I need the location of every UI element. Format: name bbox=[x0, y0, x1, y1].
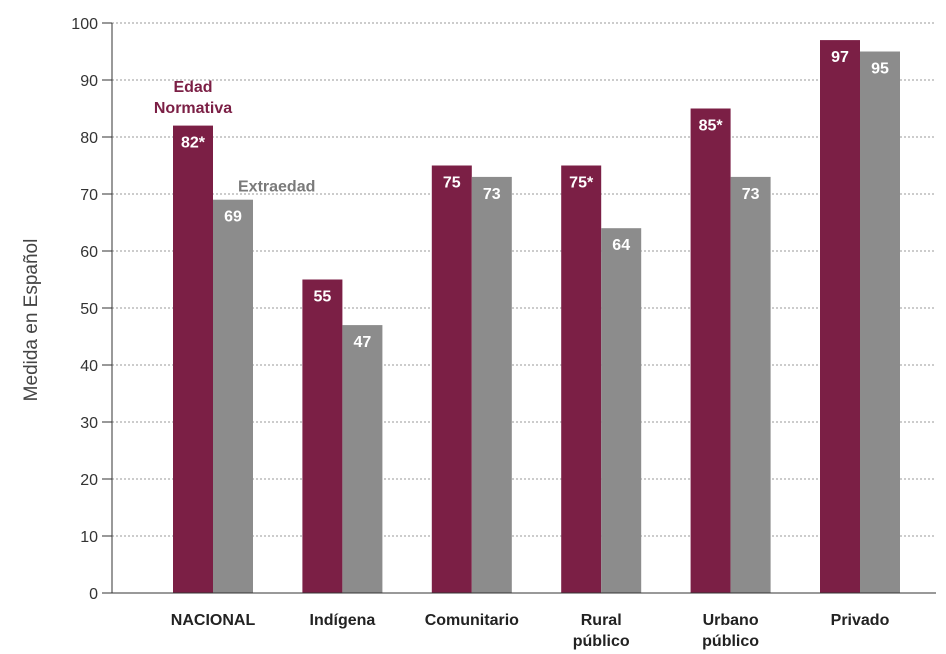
x-axis: NACIONAL Indígena Comunitario Rural públicoU… bbox=[112, 592, 936, 650]
y-tick-label: 100 bbox=[71, 16, 98, 33]
x-tick-label-line: público bbox=[573, 633, 630, 650]
data-label: 82* bbox=[181, 135, 206, 152]
legend-label-extraedad: Extraedad bbox=[238, 179, 315, 196]
data-label: 75* bbox=[569, 175, 594, 192]
data-label: 69 bbox=[224, 209, 242, 226]
x-tick-label: Privado bbox=[831, 612, 890, 629]
bar bbox=[690, 108, 731, 593]
bar bbox=[302, 279, 343, 593]
x-tick-label: Indígena bbox=[310, 612, 376, 629]
y-tick-label: 0 bbox=[89, 586, 98, 603]
x-tick-label-line: Comunitario bbox=[425, 612, 519, 629]
x-tick-label: Urbano público bbox=[702, 612, 759, 650]
x-tick-label: NACIONAL bbox=[171, 612, 256, 629]
x-tick-label: Rural público bbox=[573, 612, 630, 650]
data-label: 47 bbox=[354, 334, 372, 351]
y-tick-label: 90 bbox=[80, 73, 98, 90]
legend-label-line: Edad bbox=[173, 79, 212, 96]
data-label: 55 bbox=[314, 289, 332, 306]
data-label: 95 bbox=[871, 61, 889, 78]
data-label: 73 bbox=[483, 186, 501, 203]
x-tick-label-line: público bbox=[702, 633, 759, 650]
x-tick-label-line: NACIONAL bbox=[171, 612, 256, 629]
x-tick-label: Comunitario bbox=[425, 612, 519, 629]
bar bbox=[601, 228, 642, 593]
legend-label-edad-normativa: Edad Normativa bbox=[154, 79, 232, 117]
data-label: 75 bbox=[443, 175, 461, 192]
bar bbox=[860, 51, 900, 593]
bar bbox=[820, 40, 860, 594]
x-tick-label-line: Indígena bbox=[310, 612, 376, 629]
data-label: 85* bbox=[699, 118, 724, 135]
y-tick-label: 30 bbox=[80, 415, 98, 432]
bar bbox=[730, 176, 771, 593]
bar bbox=[213, 199, 253, 593]
x-tick-label-line: Privado bbox=[831, 612, 890, 629]
y-tick-label: 20 bbox=[80, 472, 98, 489]
legend-label-line: Normativa bbox=[154, 100, 232, 117]
y-tick-label: 80 bbox=[80, 130, 98, 147]
y-tick-label: 10 bbox=[80, 529, 98, 546]
x-tick-label-line: Rural bbox=[581, 612, 622, 629]
bar bbox=[342, 325, 383, 593]
bars: 82* 69 55 47 75 73 75* 64 85* 73 97 95 bbox=[173, 40, 900, 594]
y-tick-label: 40 bbox=[80, 358, 98, 375]
bar bbox=[173, 125, 213, 593]
data-label: 64 bbox=[612, 237, 630, 254]
data-label: 97 bbox=[831, 49, 849, 66]
y-tick-label: 50 bbox=[80, 301, 98, 318]
y-tick-label: 60 bbox=[80, 244, 98, 261]
x-tick-label-line: Urbano bbox=[703, 612, 759, 629]
y-axis: 0 10 20 30 40 50 60 70 80 90 100 bbox=[71, 16, 113, 603]
legend: Edad Normativa Extraedad bbox=[154, 79, 316, 196]
bar bbox=[561, 165, 602, 593]
y-axis-label: Medida en Español bbox=[21, 239, 42, 402]
data-label: 73 bbox=[742, 186, 760, 203]
bar bbox=[471, 176, 512, 593]
bar bbox=[431, 165, 472, 593]
y-tick-label: 70 bbox=[80, 187, 98, 204]
